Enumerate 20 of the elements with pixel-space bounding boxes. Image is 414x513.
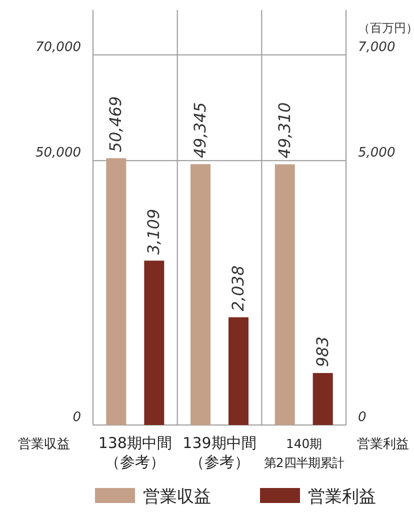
- y-tick-label: 50,000: [36, 146, 81, 161]
- y-axis-title: 営業収益: [18, 437, 70, 452]
- legend-label: 営業利益: [308, 487, 376, 507]
- data-label: 49,310: [274, 102, 294, 158]
- data-label: 2,038: [228, 265, 248, 312]
- y-tick-label: 70,000: [36, 40, 81, 55]
- data-label: 49,345: [190, 102, 210, 158]
- y2-tick-label: 7,000: [358, 40, 396, 55]
- legend-label: 営業収益: [143, 487, 211, 507]
- x-tick-label: 138期中間（参考）: [98, 434, 172, 471]
- y-tick-label: 0: [72, 410, 81, 425]
- y2-tick-label: 5,000: [358, 146, 396, 161]
- data-label: 983: [312, 336, 332, 368]
- data-label: 3,109: [144, 208, 164, 255]
- y2-axis-title: 営業利益: [357, 437, 409, 452]
- x-tick-label: 140期第2四半期累計: [264, 436, 344, 470]
- y2-tick-label: 0: [358, 410, 366, 425]
- text: （百万円）: [358, 21, 414, 35]
- data-label: 50,469: [106, 96, 126, 152]
- x-tick-label: 139期中間（参考）: [182, 434, 256, 471]
